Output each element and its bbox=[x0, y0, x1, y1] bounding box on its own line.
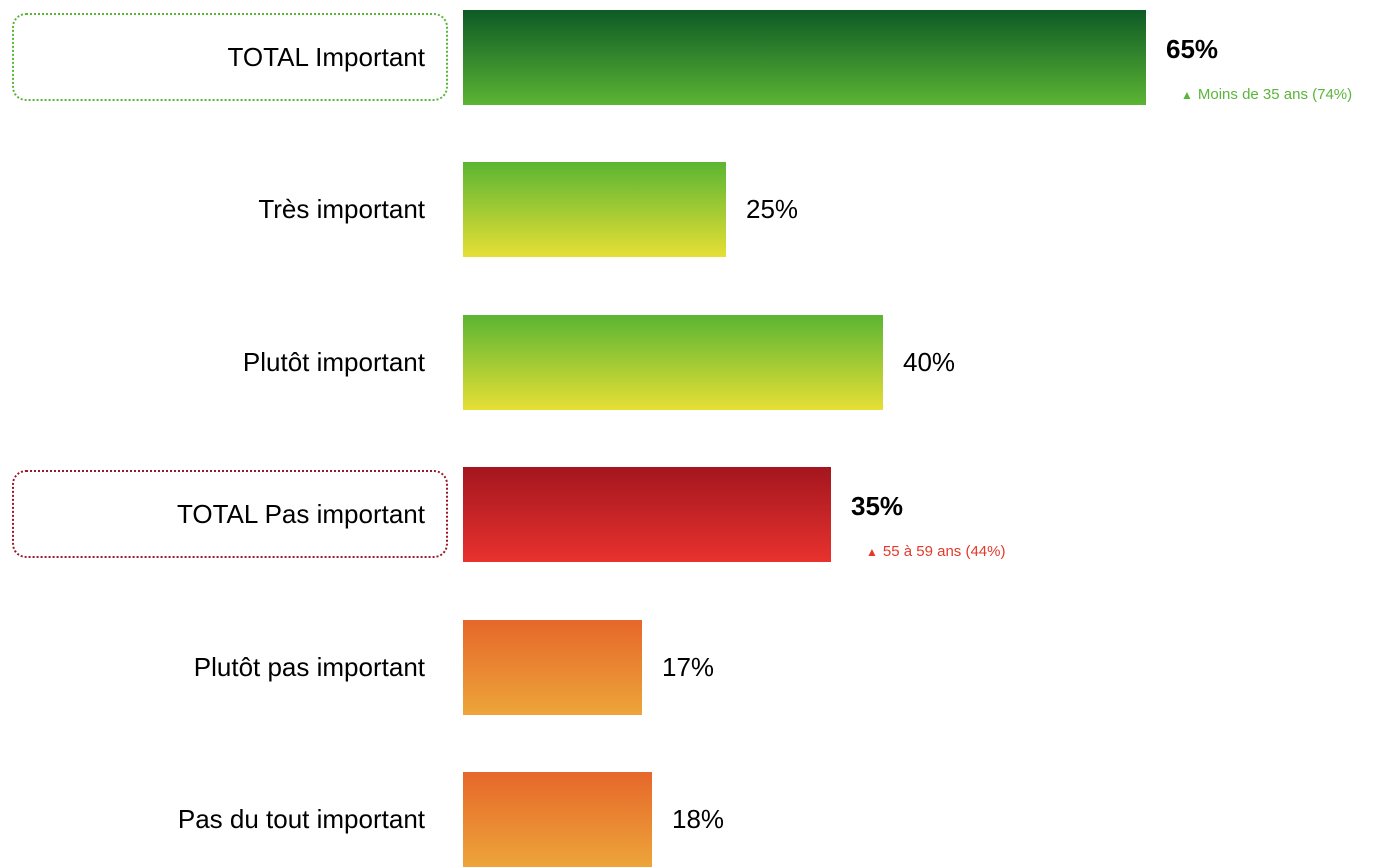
category-label: Pas du tout important bbox=[177, 803, 425, 834]
significance-note-text: Moins de 35 ans (74%) bbox=[1197, 85, 1353, 103]
significance-note: ▲ 55 à 59 ans (44%) bbox=[866, 543, 1005, 561]
value-label: 65% bbox=[1166, 33, 1219, 64]
category-label: TOTAL Pas important bbox=[176, 498, 425, 529]
category-label: Plutôt pas important bbox=[193, 651, 425, 682]
bar bbox=[463, 620, 642, 715]
category-frame bbox=[12, 13, 448, 101]
bar bbox=[463, 315, 883, 410]
value-label: 35% bbox=[851, 490, 904, 521]
significance-note-text: 55 à 59 ans (44%) bbox=[882, 542, 1006, 560]
category-label: Très important bbox=[258, 193, 425, 224]
bar bbox=[463, 467, 831, 562]
significance-note: ▲ Moins de 35 ans (74%) bbox=[1181, 86, 1352, 104]
bar bbox=[463, 10, 1146, 105]
value-label: 18% bbox=[672, 803, 725, 834]
bar bbox=[463, 772, 652, 867]
category-frame bbox=[12, 470, 448, 558]
value-label: 40% bbox=[903, 346, 956, 377]
triangle-up-icon: ▲ bbox=[866, 544, 878, 559]
value-label: 25% bbox=[746, 193, 799, 224]
category-label: TOTAL Important bbox=[227, 41, 425, 72]
bar bbox=[463, 162, 726, 257]
triangle-up-icon: ▲ bbox=[1181, 87, 1193, 102]
category-label: Plutôt important bbox=[242, 346, 425, 377]
value-label: 17% bbox=[662, 651, 715, 682]
